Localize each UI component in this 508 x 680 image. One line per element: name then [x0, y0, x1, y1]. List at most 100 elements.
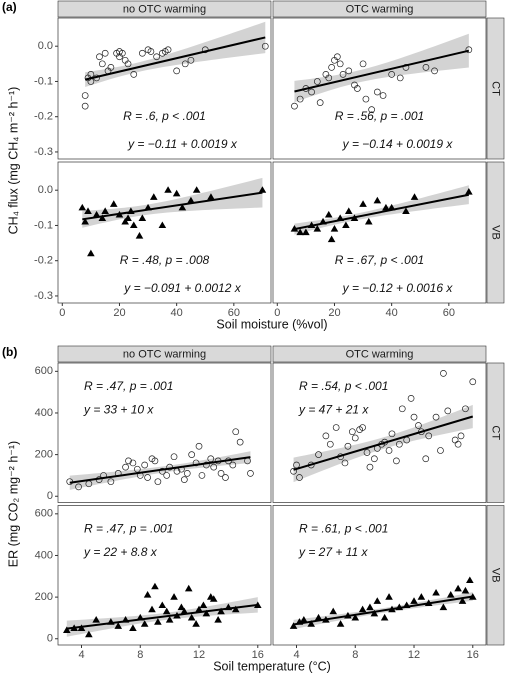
point — [222, 474, 229, 481]
point — [351, 613, 360, 621]
point — [385, 593, 393, 600]
x-tick-label: 40 — [171, 307, 183, 319]
point — [85, 630, 93, 638]
x-tick-label: 16 — [252, 649, 264, 661]
point — [437, 447, 444, 454]
strip — [486, 362, 505, 503]
fit-line — [66, 603, 258, 630]
point — [164, 186, 172, 193]
point — [166, 463, 173, 471]
y-tick-label: 0.0 — [38, 40, 53, 52]
point — [162, 607, 171, 615]
point — [314, 613, 323, 621]
point — [444, 407, 452, 415]
strip-label: VB — [490, 225, 502, 240]
strip — [486, 161, 505, 304]
point — [177, 603, 186, 611]
point — [417, 593, 426, 600]
point — [202, 609, 211, 617]
panel-border — [272, 161, 487, 304]
panel — [273, 162, 486, 303]
point — [466, 576, 474, 584]
point — [143, 591, 152, 598]
y-tick-label: -0.1 — [34, 75, 53, 87]
point — [209, 595, 218, 602]
x-tick-label: 12 — [193, 649, 205, 661]
point — [380, 613, 389, 621]
point — [308, 88, 315, 96]
fit-line — [293, 415, 474, 471]
annotation-stat: R = .61, p < .001 — [299, 521, 388, 535]
point — [329, 607, 338, 615]
point — [458, 597, 467, 604]
panel-border — [57, 362, 272, 503]
point — [422, 63, 430, 71]
point — [370, 609, 379, 617]
point — [382, 203, 390, 211]
x-tick-label: 20 — [113, 307, 125, 319]
y-tick-label: 400 — [35, 407, 53, 419]
point — [296, 228, 304, 236]
panel-border — [272, 17, 487, 160]
point — [385, 447, 393, 454]
point — [98, 60, 106, 68]
y-tick-label: -0.3 — [34, 146, 53, 158]
point — [195, 605, 203, 613]
panel-border — [57, 505, 272, 646]
point — [396, 74, 404, 82]
point — [124, 214, 132, 221]
point — [465, 46, 473, 54]
y-axis-label: CH₄ flux (mg CH₄ m⁻² h⁻¹) — [6, 87, 20, 235]
point — [330, 224, 339, 232]
point — [313, 224, 322, 232]
point — [107, 63, 115, 71]
point — [315, 451, 322, 458]
y-tick-label: 600 — [35, 508, 53, 520]
strip-label: CT — [490, 81, 502, 96]
point — [402, 63, 410, 71]
point — [170, 453, 178, 461]
point — [92, 210, 101, 218]
point — [462, 405, 469, 413]
point — [398, 405, 406, 413]
point — [359, 200, 367, 207]
y-tick-label: 200 — [35, 591, 53, 603]
point — [180, 607, 189, 615]
point — [353, 85, 361, 92]
point — [158, 221, 167, 229]
confidence-band — [85, 21, 266, 87]
point — [344, 442, 352, 450]
point — [129, 624, 137, 631]
x-tick-label: 4 — [293, 649, 299, 661]
point — [366, 463, 374, 471]
fit-line — [69, 456, 251, 484]
annotation-equation: y = −0.12 + 0.0016 x — [342, 281, 454, 295]
point — [454, 440, 462, 448]
point — [410, 193, 419, 200]
point — [327, 235, 336, 243]
annotation-stat: R = .67, p < .001 — [335, 253, 424, 267]
point — [332, 424, 340, 431]
point — [217, 470, 225, 477]
point — [371, 455, 378, 463]
point — [373, 196, 382, 204]
y-tick-label: -0.2 — [34, 255, 53, 267]
point — [75, 483, 82, 491]
point — [214, 616, 222, 623]
fit-line — [293, 595, 473, 626]
strip-label: VB — [490, 568, 502, 583]
point — [78, 203, 87, 211]
point — [432, 413, 440, 421]
point — [101, 49, 109, 57]
point — [122, 463, 129, 471]
strip-label: no OTC warming — [123, 3, 206, 15]
point — [148, 605, 156, 613]
point — [351, 434, 359, 442]
point — [217, 607, 225, 615]
point — [192, 186, 201, 193]
point — [379, 92, 387, 99]
point — [388, 71, 396, 78]
point — [158, 601, 167, 609]
point — [154, 618, 162, 625]
x-tick-label: 0 — [59, 307, 65, 319]
